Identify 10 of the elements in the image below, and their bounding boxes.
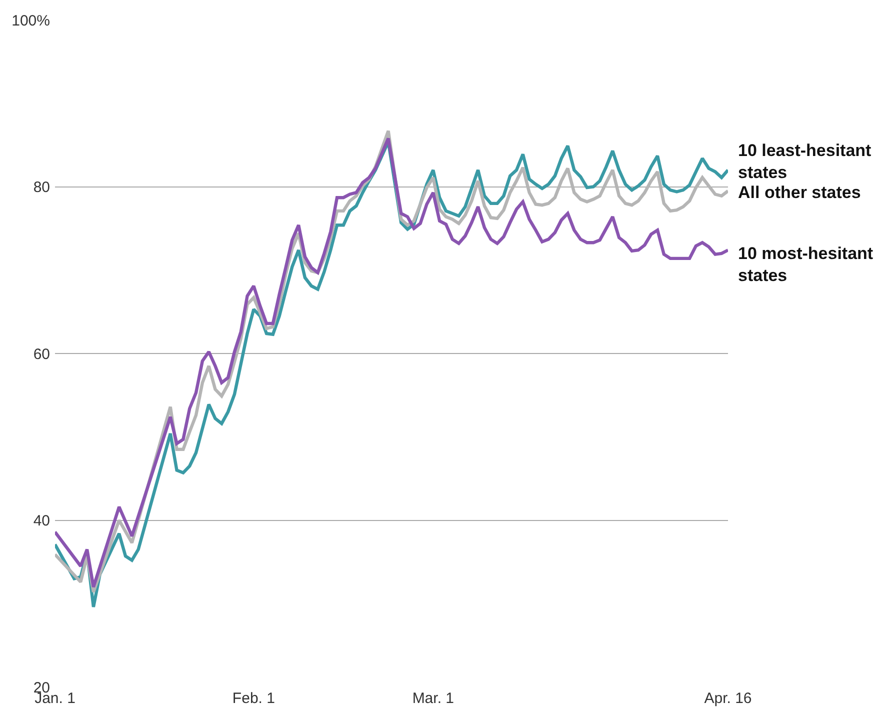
y-tick-label: 80 — [33, 179, 50, 196]
series-label: All other states — [738, 183, 861, 202]
series-label: 10 least-hesitant states — [738, 141, 872, 182]
series-label: 10 most-hesitant states — [738, 244, 874, 286]
x-tick-label: Apr. 16 — [704, 690, 752, 707]
y-tick-label: 60 — [33, 346, 50, 363]
y-tick-label: 40 — [33, 512, 50, 530]
x-tick-label: Mar. 1 — [412, 690, 454, 707]
y-tick-label: 100% — [12, 12, 50, 30]
x-tick-label: Feb. 1 — [232, 690, 275, 707]
